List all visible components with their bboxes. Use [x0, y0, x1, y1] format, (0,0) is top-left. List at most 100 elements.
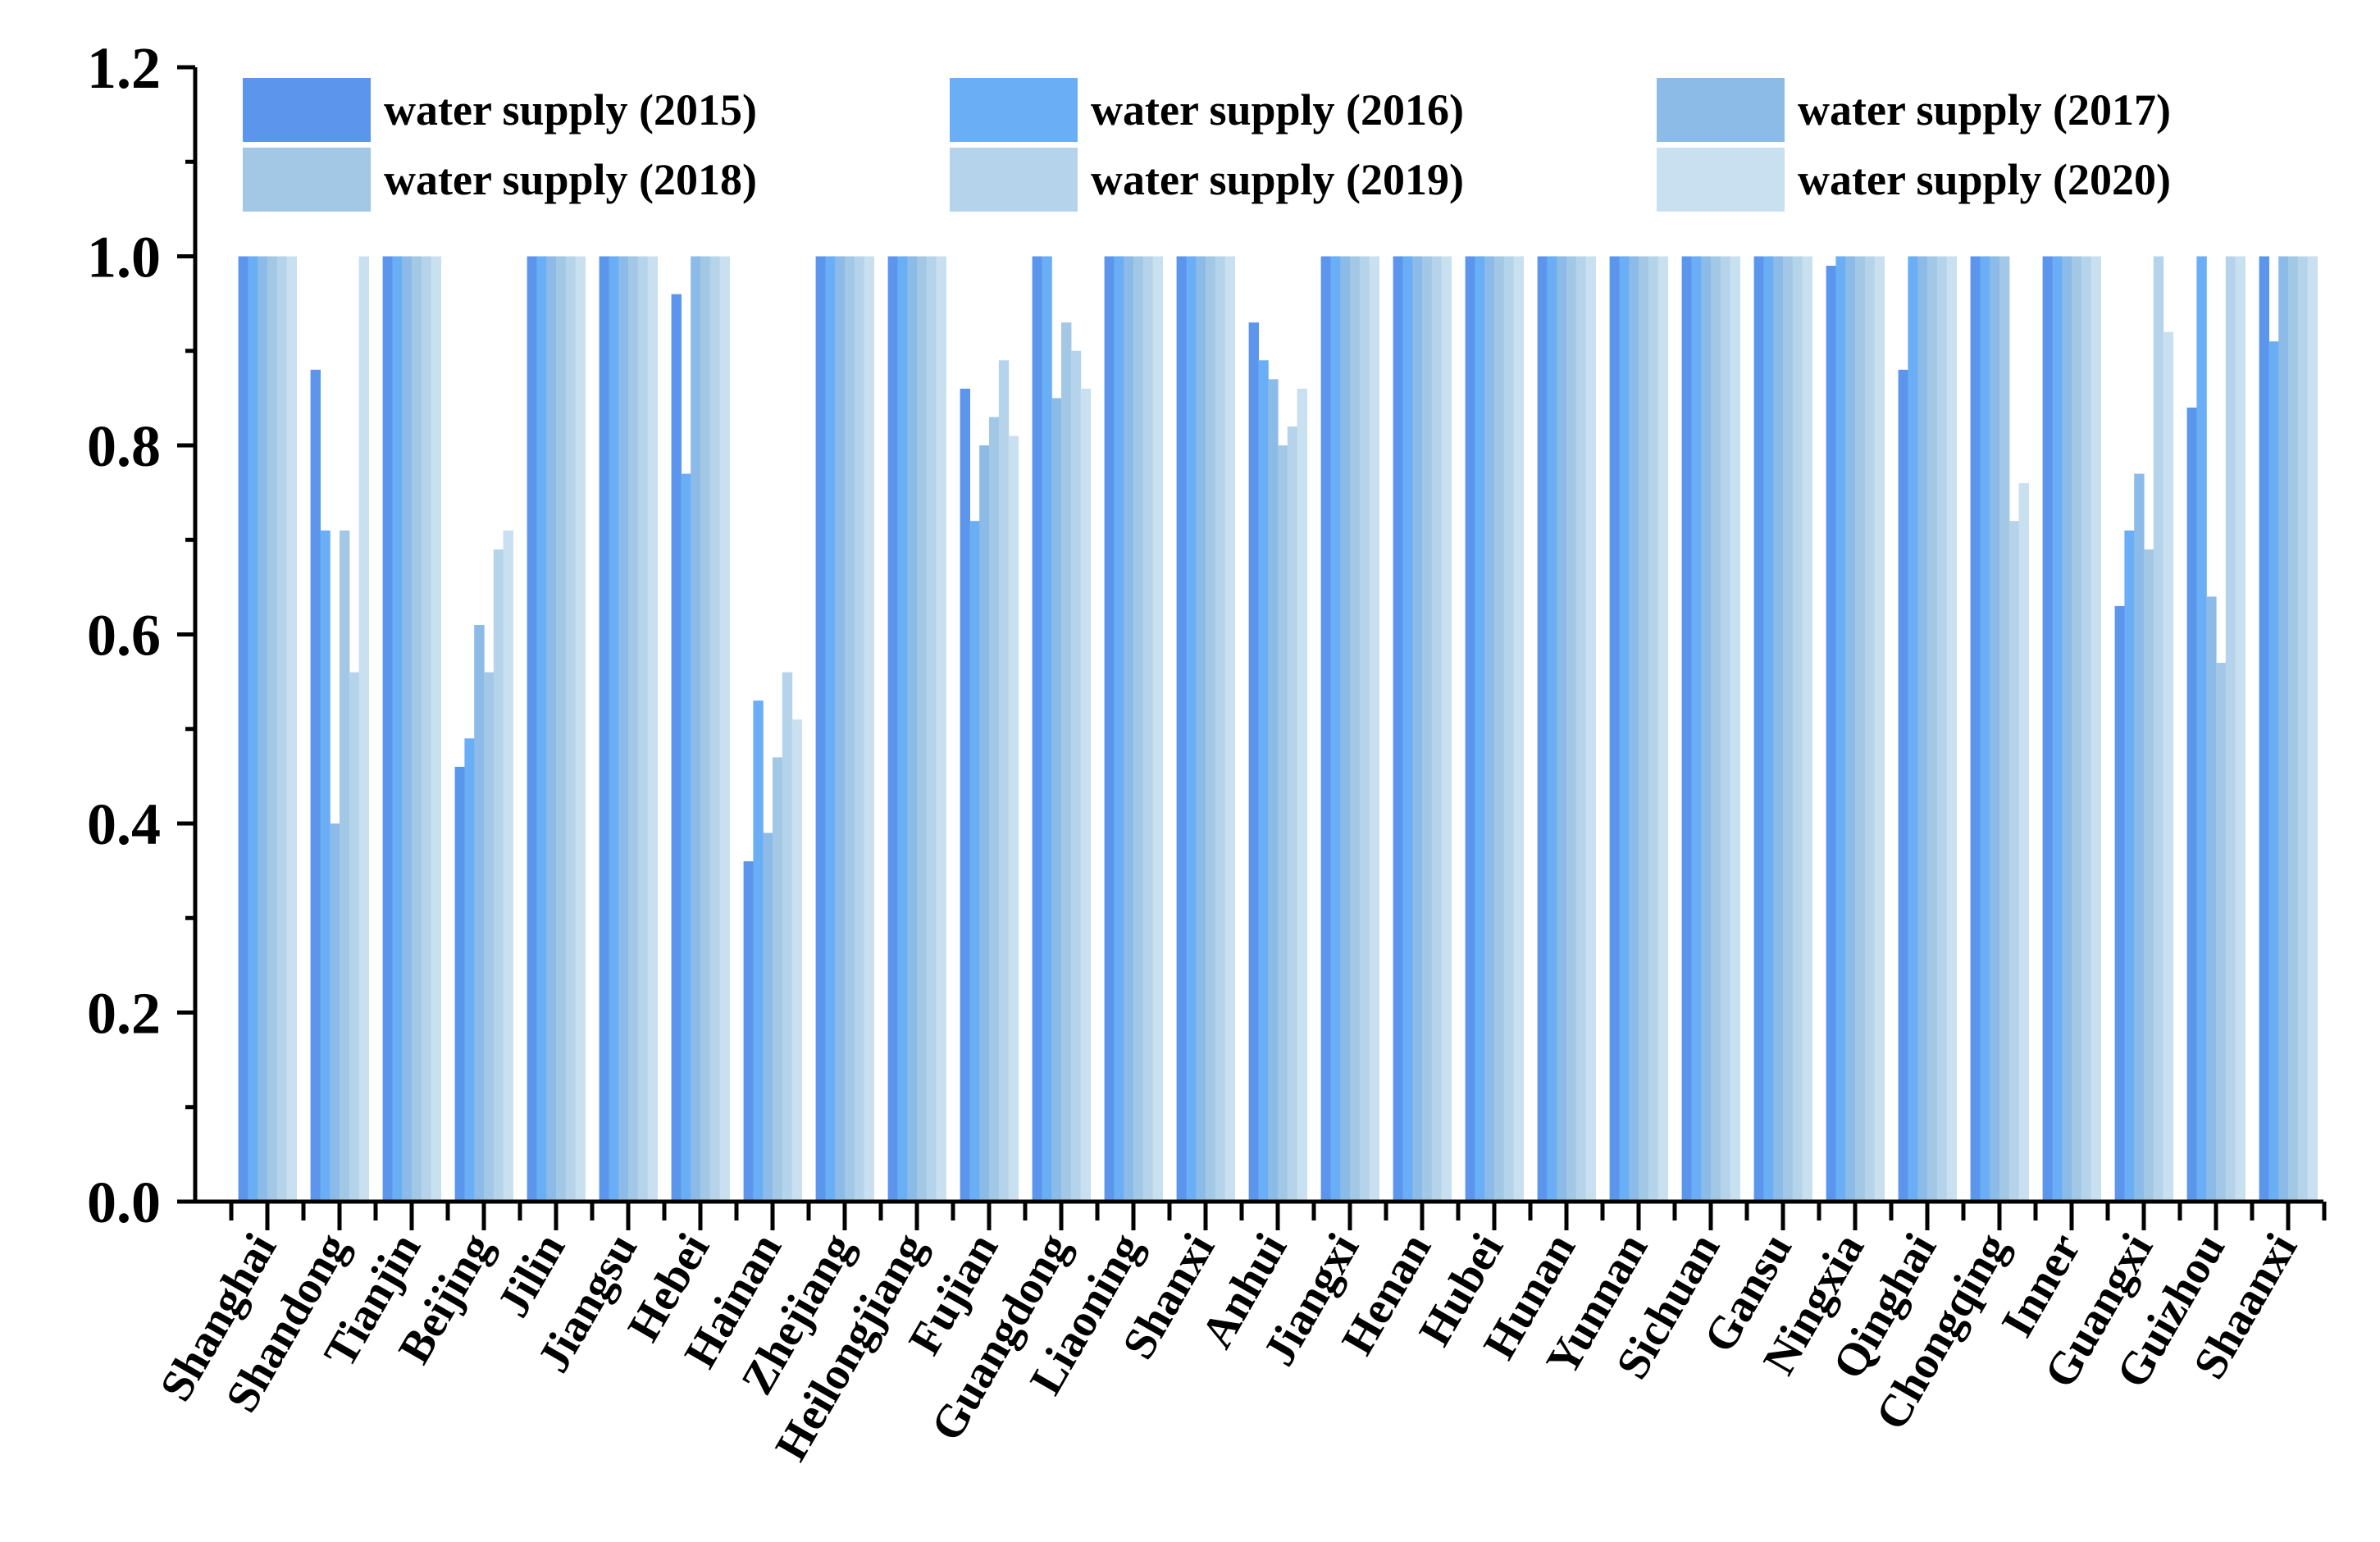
bar-jilin-1 — [527, 256, 537, 1202]
bar-guizhou-2 — [2196, 256, 2207, 1202]
bar-group-guangxi — [2114, 256, 2173, 1202]
bar-gansu-1 — [1753, 256, 1764, 1202]
bar-inner-2 — [2052, 256, 2063, 1202]
bar-fujian-4 — [989, 417, 1000, 1202]
legend-swatch — [1657, 148, 1785, 212]
bar-jiangxi-1 — [1320, 256, 1331, 1202]
bar-liaoning-3 — [1124, 256, 1134, 1202]
legend-item-5: water supply (2019) — [950, 148, 1464, 212]
bar-shanghai-3 — [258, 256, 268, 1202]
bar-ningxia-3 — [1845, 256, 1856, 1202]
y-tick-label: 0.4 — [87, 792, 161, 857]
bar-shaanxi-4 — [2288, 256, 2299, 1202]
bar-zhejiang-1 — [815, 256, 826, 1202]
bar-shaanxi-6 — [2307, 256, 2318, 1202]
bar-guangxi-5 — [2153, 256, 2164, 1202]
bar-beijing-3 — [474, 624, 485, 1202]
bar-inner-5 — [2081, 256, 2092, 1202]
bar-guangxi-1 — [2114, 605, 2125, 1202]
bar-chongqing-6 — [2018, 483, 2029, 1202]
bar-group-liaoning — [1104, 256, 1163, 1202]
bar-hubei-5 — [1503, 256, 1515, 1202]
legend-swatch — [1657, 78, 1785, 142]
bar-guizhou-1 — [2186, 407, 2197, 1202]
bar-hunan-2 — [1547, 256, 1557, 1202]
bar-gansu-5 — [1792, 256, 1803, 1202]
bar-ningxia-1 — [1826, 266, 1836, 1202]
bar-ningxia-4 — [1855, 256, 1866, 1202]
bar-zhejiang-2 — [825, 256, 836, 1202]
bar-hunan-3 — [1557, 256, 1567, 1202]
x-ticks: ShanghaiShandongTianjinBeijingJilinJiang… — [150, 1202, 2327, 1469]
bar-beijing-2 — [464, 738, 475, 1202]
bar-group-ningxia — [1826, 256, 1885, 1202]
bar-group-shandong — [310, 256, 369, 1202]
bar-hubei-3 — [1484, 256, 1495, 1202]
bar-shanghai-5 — [276, 256, 288, 1202]
bar-gansu-3 — [1773, 256, 1784, 1202]
bar-group-heilongjiang — [887, 256, 946, 1202]
bar-shanxi-4 — [1206, 256, 1216, 1202]
y-tick-label: 0.0 — [87, 1170, 161, 1235]
bar-henan-6 — [1441, 256, 1452, 1202]
bar-jilin-4 — [556, 256, 567, 1202]
bar-jiangsu-4 — [628, 256, 639, 1202]
bar-henan-4 — [1422, 256, 1433, 1202]
bar-chongqing-4 — [1999, 256, 2010, 1202]
bar-group-chongqing — [1970, 256, 2029, 1202]
bar-fujian-6 — [1008, 436, 1019, 1202]
bar-henan-5 — [1431, 256, 1443, 1202]
legend-item-2: water supply (2016) — [950, 78, 1464, 142]
y-tick-label: 0.6 — [87, 603, 161, 668]
bar-group-tianjin — [382, 256, 441, 1202]
bar-group-zhejiang — [815, 256, 874, 1202]
bar-heilongjiang-5 — [926, 256, 937, 1202]
bar-hainan-5 — [782, 672, 793, 1202]
bar-group-jiangxi — [1320, 256, 1379, 1202]
bar-zhejiang-5 — [854, 256, 865, 1202]
legend: water supply (2015) water supply (2016) wa… — [243, 78, 2171, 212]
bar-guangdong-6 — [1080, 388, 1091, 1202]
bar-shanghai-2 — [248, 256, 258, 1202]
bar-hunan-4 — [1566, 256, 1577, 1202]
bar-hainan-2 — [753, 700, 764, 1202]
bar-anhui-1 — [1248, 322, 1259, 1202]
bar-group-henan — [1393, 256, 1452, 1202]
y-tick-label: 1.0 — [87, 225, 161, 290]
bar-sichuan-4 — [1711, 256, 1721, 1202]
bar-jiangsu-6 — [647, 256, 658, 1202]
bar-inner-4 — [2072, 256, 2082, 1202]
bar-sichuan-2 — [1691, 256, 1702, 1202]
bar-hebei-2 — [681, 473, 691, 1202]
bar-inner-3 — [2062, 256, 2072, 1202]
bar-guizhou-3 — [2206, 596, 2217, 1202]
bar-tianjin-4 — [412, 256, 422, 1202]
bar-hebei-3 — [691, 256, 701, 1202]
bar-zhejiang-6 — [864, 256, 874, 1202]
bar-qinghai-6 — [1946, 256, 1957, 1202]
bar-group-guizhou — [2186, 256, 2245, 1202]
legend-label: water supply (2018) — [384, 155, 757, 204]
bar-guangdong-5 — [1070, 350, 1082, 1202]
bar-jiangxi-3 — [1340, 256, 1351, 1202]
bar-hubei-6 — [1513, 256, 1524, 1202]
bar-group-shanghai — [238, 256, 297, 1202]
bar-qinghai-1 — [1898, 369, 1908, 1202]
bar-hainan-1 — [743, 861, 754, 1202]
bar-chongqing-3 — [1990, 256, 2000, 1202]
bar-group-gansu — [1753, 256, 1812, 1202]
bar-yunnan-1 — [1609, 256, 1620, 1202]
bar-inner-6 — [2090, 256, 2101, 1202]
bar-fujian-2 — [969, 521, 980, 1202]
bar-yunnan-5 — [1648, 256, 1659, 1202]
bar-qinghai-4 — [1927, 256, 1938, 1202]
bar-sichuan-6 — [1730, 256, 1740, 1202]
bar-hubei-2 — [1475, 256, 1485, 1202]
bar-sichuan-5 — [1720, 256, 1731, 1202]
bar-group-hunan — [1537, 256, 1596, 1202]
bar-hebei-6 — [719, 256, 730, 1202]
bar-henan-1 — [1393, 256, 1403, 1202]
bar-hubei-1 — [1465, 256, 1475, 1202]
bar-group-anhui — [1248, 322, 1307, 1202]
bar-shanxi-1 — [1176, 256, 1187, 1202]
